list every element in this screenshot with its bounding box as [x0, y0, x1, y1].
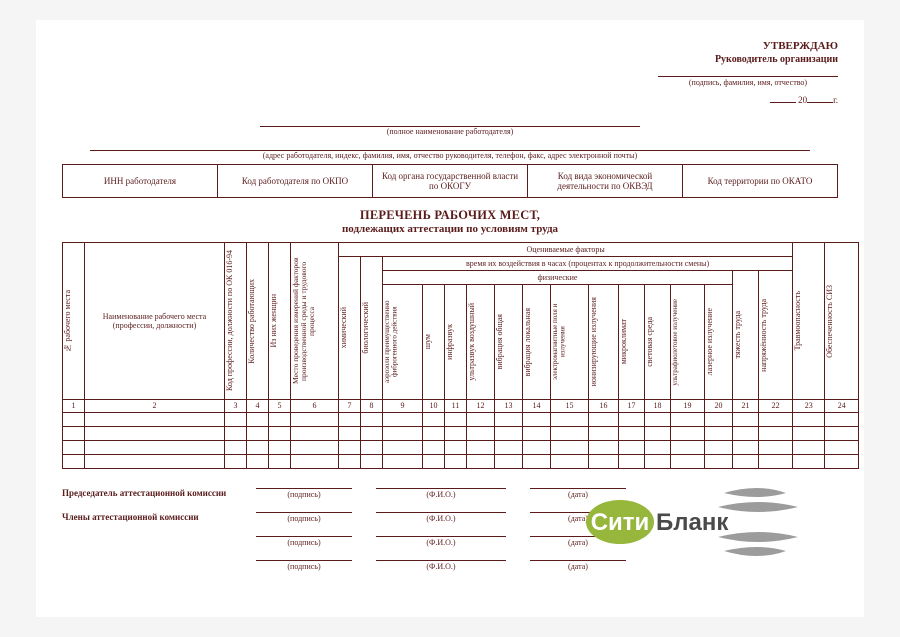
- h-col5: Из них женщин: [270, 292, 278, 349]
- col-number-23: 23: [793, 399, 825, 412]
- h-c18: световая среда: [646, 315, 654, 369]
- sig-member-sign: (подпись): [256, 551, 352, 571]
- h-c10: шум: [424, 332, 432, 351]
- col-number-16: 16: [589, 399, 619, 412]
- col-number-13: 13: [495, 399, 523, 412]
- sig-member-date: (дата): [530, 527, 626, 547]
- approve-line1: УТВЕРЖДАЮ: [62, 40, 838, 54]
- h-group-phys: физические: [383, 270, 733, 284]
- col-number-11: 11: [445, 399, 467, 412]
- h-col1: № рабочего места: [64, 288, 72, 355]
- sig-member-date: (дата): [530, 503, 626, 523]
- sig-member-row: (подпись) (Ф.И.О.) (дата): [62, 549, 838, 571]
- h-col23: Травмоопасность: [794, 289, 802, 352]
- table-row: [63, 440, 859, 454]
- sig-chair-sign: (подпись): [256, 479, 352, 499]
- codes-cell-4: Код территории по ОКАТО: [683, 164, 838, 197]
- col-number-10: 10: [423, 399, 445, 412]
- h-c16: ионизирующие излучения: [590, 295, 598, 388]
- sig-member-date: (дата): [530, 551, 626, 571]
- col-number-2: 2: [85, 399, 225, 412]
- codes-table: ИНН работодателя Код работодателя по ОКП…: [62, 164, 838, 198]
- col-number-9: 9: [383, 399, 423, 412]
- sig-chair-fio: (Ф.И.О.): [376, 479, 506, 499]
- codes-cell-3: Код вида экономической деятельности по О…: [528, 164, 683, 197]
- col-number-24: 24: [825, 399, 859, 412]
- approve-line2: Руководитель организации: [62, 54, 838, 67]
- approve-sig-caption: (подпись, фамилия, имя, отчество): [658, 76, 838, 88]
- table-row: [63, 412, 859, 426]
- col-number-22: 22: [759, 399, 793, 412]
- approve-year-suffix: г.: [833, 95, 838, 105]
- document-page: УТВЕРЖДАЮ Руководитель организации (подп…: [36, 20, 864, 617]
- h-c20: лазерное излучение: [706, 306, 714, 377]
- table-row: [63, 454, 859, 468]
- approve-blank-short: [770, 93, 796, 103]
- col-number-7: 7: [339, 399, 361, 412]
- h-c14: вибрация локальная: [524, 306, 532, 378]
- col-number-5: 5: [269, 399, 291, 412]
- table-row: [63, 426, 859, 440]
- col-number-14: 14: [523, 399, 551, 412]
- sig-members-label: Члены аттестационной комиссии: [62, 513, 232, 523]
- title-line2: подлежащих аттестации по условиям труда: [62, 223, 838, 236]
- col-number-18: 18: [645, 399, 671, 412]
- col-number-12: 12: [467, 399, 495, 412]
- main-table: № рабочего места Наименование рабочего м…: [62, 242, 859, 469]
- sig-member-fio: (Ф.И.О.): [376, 503, 506, 523]
- h-c15: электромагнитные поля и излучения: [552, 286, 567, 398]
- h-c11: инфразвук: [446, 322, 454, 362]
- col-number-8: 8: [361, 399, 383, 412]
- codes-cell-2: Код органа государственной власти по ОКО…: [373, 164, 528, 197]
- caption-address: (адрес работодателя, индекс, фамилия, им…: [90, 150, 810, 160]
- col-number-6: 6: [291, 399, 339, 412]
- col-number-3: 3: [225, 399, 247, 412]
- h-col6: Место проведения измерений факторов прои…: [292, 244, 316, 398]
- col-number-4: 4: [247, 399, 269, 412]
- sig-chair-date: (дата): [530, 479, 626, 499]
- h-c12: ультразвук воздушный: [468, 301, 476, 383]
- sig-member-fio: (Ф.И.О.): [376, 551, 506, 571]
- sig-member-row: (подпись) (Ф.И.О.) (дата): [62, 525, 838, 547]
- h-group-eval: Оцениваемые факторы: [339, 242, 793, 256]
- signature-block: Председатель аттестационной комиссии (по…: [62, 477, 838, 571]
- col-number-20: 20: [705, 399, 733, 412]
- h-c19: ультрафиолетовое излучение: [672, 297, 679, 388]
- approve-block: УТВЕРЖДАЮ Руководитель организации (подп…: [62, 40, 838, 106]
- h-col24: Обеспеченность СИЗ: [826, 283, 834, 360]
- caption-employer-full: (полное наименование работодателя): [260, 126, 640, 136]
- sig-chair-label: Председатель аттестационной комиссии: [62, 489, 232, 499]
- h-c21: тяжесть труда: [734, 309, 742, 361]
- sig-member-fio: (Ф.И.О.): [376, 527, 506, 547]
- h-col3: Код профессии, должности по ОК 016-94: [226, 248, 234, 393]
- sig-member-sign: (подпись): [256, 527, 352, 547]
- col-number-19: 19: [671, 399, 705, 412]
- h-col4: Количество работающих: [248, 277, 256, 366]
- approve-year-blank: [807, 93, 833, 103]
- h-c13: вибрация общая: [496, 312, 504, 371]
- col-number-21: 21: [733, 399, 759, 412]
- codes-cell-1: Код работодателя по ОКПО: [218, 164, 373, 197]
- sig-member-sign: (подпись): [256, 503, 352, 523]
- h-c22: напряжённость труда: [760, 297, 768, 374]
- h-c9: аэрозоли преимущественно фиброгенного де…: [384, 286, 399, 398]
- col-number-15: 15: [551, 399, 589, 412]
- document-title: ПЕРЕЧЕНЬ РАБОЧИХ МЕСТ, подлежащих аттест…: [62, 208, 838, 236]
- h-group-time: время их воздействия в часах (процентах …: [383, 256, 793, 270]
- col-number-1: 1: [63, 399, 85, 412]
- h-c8: биологический: [362, 300, 370, 356]
- sig-member-row: Члены аттестационной комиссии (подпись) (Ф…: [62, 501, 838, 523]
- col-number-17: 17: [619, 399, 645, 412]
- title-line1: ПЕРЕЧЕНЬ РАБОЧИХ МЕСТ,: [62, 208, 838, 223]
- approve-year-prefix: 20: [798, 95, 807, 105]
- h-c7: химический: [340, 305, 348, 350]
- h-c17: микроклимат: [620, 317, 628, 366]
- h-col2: Наименование рабочего места (профессии, …: [85, 242, 225, 399]
- codes-cell-0: ИНН работодателя: [63, 164, 218, 197]
